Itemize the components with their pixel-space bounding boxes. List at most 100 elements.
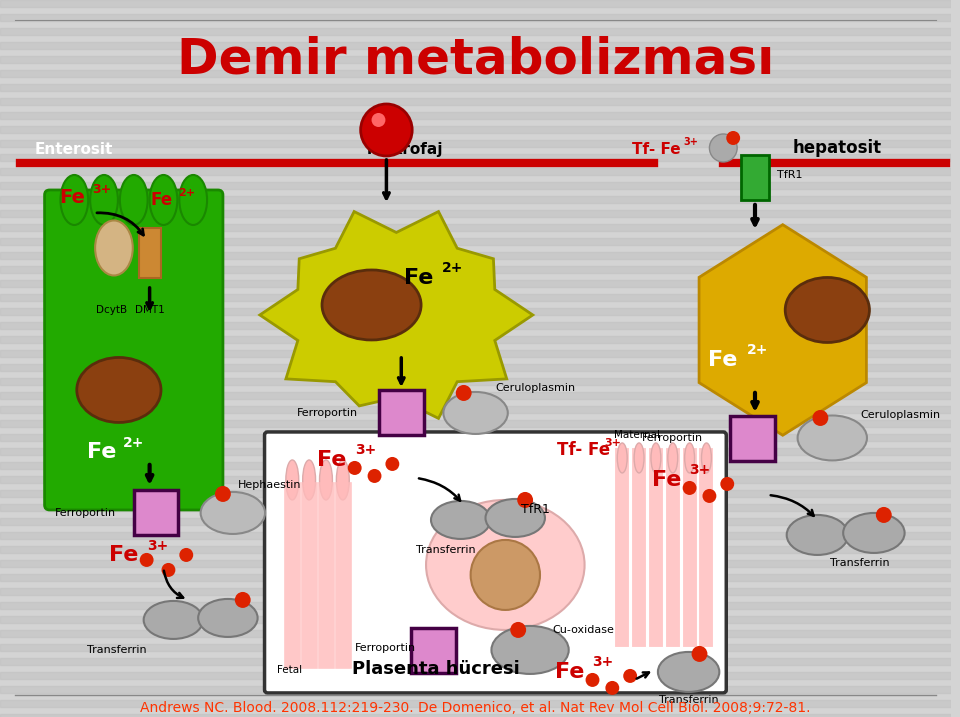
Text: hepatosit: hepatosit xyxy=(793,139,882,157)
Bar xyxy=(0,0,951,7)
Bar xyxy=(0,364,951,371)
Text: Fe: Fe xyxy=(652,470,682,490)
Ellipse shape xyxy=(651,443,660,473)
Text: Hephaestin: Hephaestin xyxy=(238,480,301,490)
Text: Tf- Fe: Tf- Fe xyxy=(557,441,610,459)
Ellipse shape xyxy=(668,443,678,473)
Text: Fe: Fe xyxy=(151,191,173,209)
Text: Ferroportin: Ferroportin xyxy=(642,433,703,443)
Bar xyxy=(0,14,951,21)
Circle shape xyxy=(812,410,828,426)
Ellipse shape xyxy=(322,270,421,340)
Circle shape xyxy=(606,681,619,695)
Bar xyxy=(0,280,951,287)
Bar xyxy=(0,182,951,189)
Bar xyxy=(0,616,951,623)
Bar xyxy=(0,672,951,679)
Text: Ferroportin: Ferroportin xyxy=(354,643,416,653)
Bar xyxy=(0,266,951,273)
Ellipse shape xyxy=(486,499,545,537)
Circle shape xyxy=(517,492,533,508)
Text: Fe: Fe xyxy=(60,189,85,207)
Text: Ferroportin: Ferroportin xyxy=(298,408,358,418)
Bar xyxy=(0,476,951,483)
Text: 3+: 3+ xyxy=(689,463,710,477)
Ellipse shape xyxy=(684,443,694,473)
Bar xyxy=(0,378,951,385)
Bar xyxy=(0,504,951,511)
Text: 3+: 3+ xyxy=(92,184,111,196)
Text: Tf- Fe: Tf- Fe xyxy=(632,143,681,158)
Bar xyxy=(133,490,179,535)
Bar xyxy=(0,210,951,217)
Ellipse shape xyxy=(77,358,161,422)
Circle shape xyxy=(456,385,471,401)
Text: TfR1: TfR1 xyxy=(520,503,549,516)
Text: Transferrin: Transferrin xyxy=(416,545,475,555)
Ellipse shape xyxy=(60,175,88,225)
Ellipse shape xyxy=(144,601,204,639)
Text: 2+: 2+ xyxy=(123,436,144,450)
Circle shape xyxy=(180,548,193,562)
Circle shape xyxy=(691,646,708,662)
Bar xyxy=(741,155,769,200)
Bar xyxy=(0,42,951,49)
Bar xyxy=(0,322,951,329)
FancyBboxPatch shape xyxy=(44,190,223,510)
Ellipse shape xyxy=(617,443,627,473)
Text: 2+: 2+ xyxy=(747,343,768,357)
Text: 3+: 3+ xyxy=(147,539,168,553)
Circle shape xyxy=(727,131,740,145)
Bar xyxy=(0,518,951,525)
Text: Demir metabolizması: Demir metabolizması xyxy=(177,36,775,84)
Bar xyxy=(0,406,951,413)
Bar xyxy=(0,588,951,595)
Bar xyxy=(0,420,951,427)
Bar xyxy=(411,628,456,673)
Text: makrofaj: makrofaj xyxy=(367,142,444,157)
Polygon shape xyxy=(260,212,533,419)
Text: 3+: 3+ xyxy=(592,655,613,669)
Circle shape xyxy=(683,481,697,495)
Text: 2+: 2+ xyxy=(179,188,195,198)
Text: Cu-oxidase: Cu-oxidase xyxy=(553,625,614,635)
Ellipse shape xyxy=(786,515,848,555)
Bar xyxy=(0,98,951,105)
Circle shape xyxy=(140,553,154,567)
Bar xyxy=(0,462,951,469)
Text: 3+: 3+ xyxy=(684,137,699,147)
Text: Enterosit: Enterosit xyxy=(35,142,113,157)
Text: Fetal: Fetal xyxy=(277,665,302,675)
Circle shape xyxy=(372,113,385,127)
Circle shape xyxy=(235,592,251,608)
Bar xyxy=(379,390,424,435)
Bar xyxy=(0,126,951,133)
Ellipse shape xyxy=(843,513,904,553)
Ellipse shape xyxy=(95,221,132,275)
Circle shape xyxy=(876,507,892,523)
Bar xyxy=(0,224,951,231)
Circle shape xyxy=(586,673,599,687)
Bar xyxy=(0,70,951,77)
Bar xyxy=(0,294,951,301)
Bar xyxy=(0,658,951,665)
Bar xyxy=(0,56,951,63)
Ellipse shape xyxy=(302,460,316,500)
Text: Ferroportin: Ferroportin xyxy=(55,508,115,518)
Ellipse shape xyxy=(150,175,178,225)
Ellipse shape xyxy=(180,175,207,225)
Bar xyxy=(0,490,951,497)
Ellipse shape xyxy=(90,175,118,225)
Circle shape xyxy=(385,457,399,471)
Circle shape xyxy=(720,477,734,491)
Text: Ceruloplasmin: Ceruloplasmin xyxy=(495,383,576,393)
Bar xyxy=(0,308,951,315)
Bar xyxy=(0,630,951,637)
Bar xyxy=(0,252,951,259)
Ellipse shape xyxy=(320,460,332,500)
Ellipse shape xyxy=(798,415,867,460)
Text: Fe: Fe xyxy=(555,662,585,682)
Circle shape xyxy=(511,622,526,638)
Bar xyxy=(0,644,951,651)
Bar xyxy=(0,392,951,399)
